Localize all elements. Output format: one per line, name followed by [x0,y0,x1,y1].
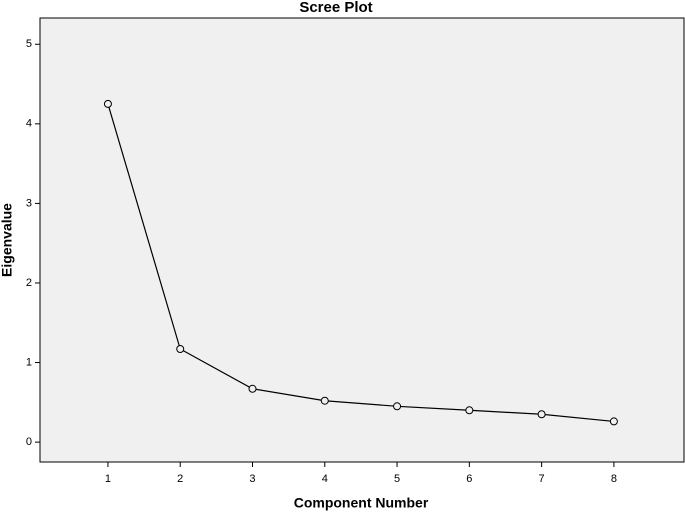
chart-title: Scree Plot [299,0,372,16]
data-point [320,396,329,405]
data-point [176,345,185,354]
series-line [107,103,614,423]
y-tick-label: 3 [26,197,32,209]
x-tick-label: 5 [394,473,400,485]
data-point [103,99,112,108]
x-axis-label: Component Number [294,495,429,511]
x-tick-label: 8 [611,473,617,485]
plot-area [39,17,685,463]
x-tick-label: 7 [539,473,545,485]
y-axis-label: Eigenvalue [0,203,15,277]
x-tick-label: 1 [105,473,111,485]
x-tick-label: 6 [466,473,472,485]
y-tick-label: 1 [26,356,32,368]
x-tick-label: 2 [177,473,183,485]
x-tick-label: 3 [249,473,255,485]
data-point [465,406,474,415]
data-point [248,384,257,393]
y-tick-label: 0 [26,436,32,448]
data-point [537,410,546,419]
data-point [393,402,402,411]
x-tick-label: 4 [322,473,328,485]
y-tick-label: 4 [26,118,32,130]
y-tick-label: 5 [26,38,32,50]
data-point [609,417,618,426]
y-tick-label: 2 [26,277,32,289]
